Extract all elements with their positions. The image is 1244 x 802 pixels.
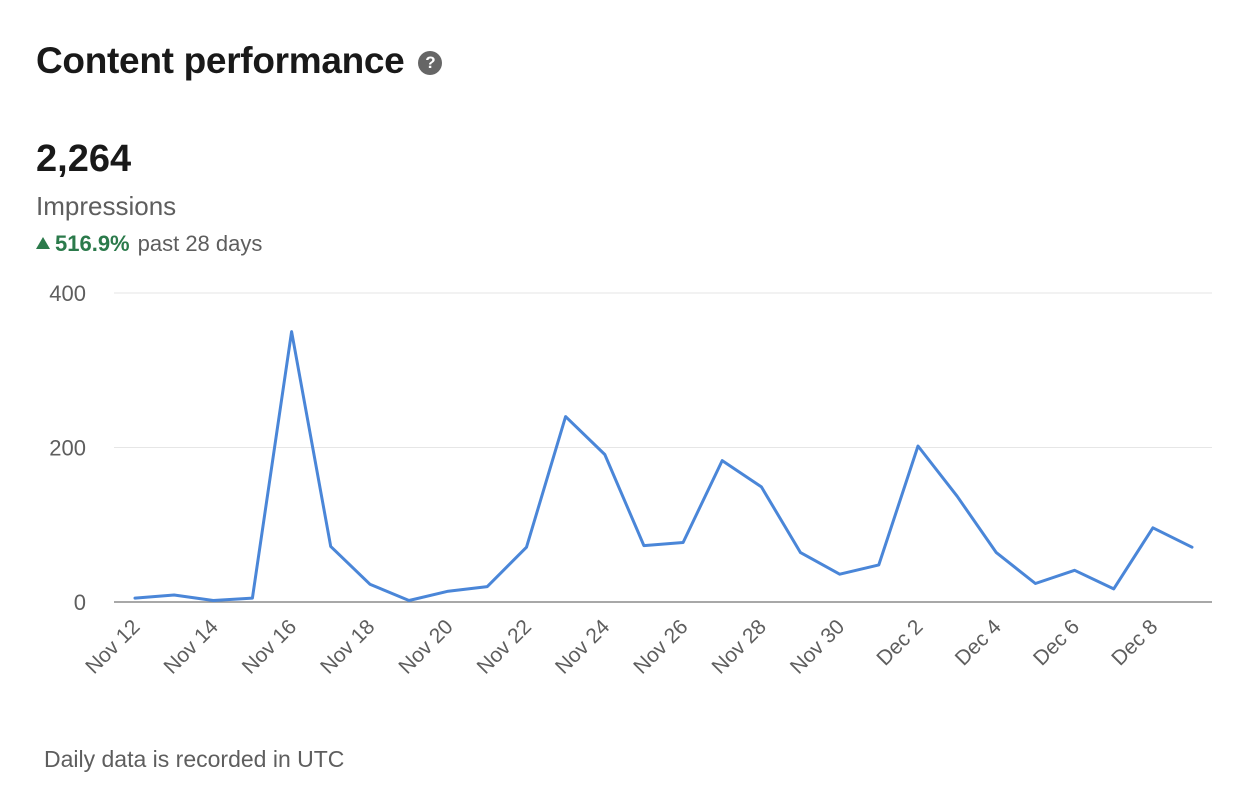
impressions-line-chart: 0 200 400 Nov 12 Nov 14 Nov 16 Nov 18 Nov 20 No… [49, 281, 1212, 679]
y-tick-label: 0 [74, 590, 86, 615]
x-tick-label: Nov 22 [473, 615, 536, 678]
x-tick-label: Dec 4 [951, 615, 1006, 670]
x-tick-label: Nov 12 [81, 615, 144, 678]
footer-note: Daily data is recorded in UTC [44, 746, 345, 772]
grid-lines [114, 292, 1212, 603]
x-tick-label: Dec 6 [1029, 615, 1084, 670]
series-line [133, 330, 1194, 602]
x-tick-label: Nov 18 [316, 615, 379, 678]
help-icon[interactable]: ? [418, 50, 443, 75]
change-value: 516.9% [55, 231, 130, 256]
impressions-label: Impressions [36, 191, 177, 221]
y-tick-label: 400 [49, 281, 86, 306]
x-axis-ticks: Nov 12 Nov 14 Nov 16 Nov 18 Nov 20 Nov 22 Nov … [81, 615, 1162, 679]
change-row: 516.9% past 28 days [36, 231, 262, 257]
x-tick-label: Nov 20 [394, 615, 457, 678]
x-tick-label: Dec 2 [872, 615, 927, 670]
impressions-value: 2,264 [36, 138, 132, 180]
triangle-up-icon [36, 237, 50, 249]
page-title: Content performance [36, 40, 405, 81]
x-tick-label: Nov 16 [238, 615, 301, 678]
x-tick-label: Nov 14 [160, 615, 224, 679]
x-tick-label: Dec 8 [1107, 615, 1162, 670]
y-tick-label: 200 [49, 436, 86, 461]
chart-header: Content performance ? [36, 40, 443, 82]
y-axis-ticks: 0 200 400 [49, 281, 86, 615]
x-tick-label: Nov 26 [629, 615, 692, 678]
x-tick-label: Nov 30 [786, 615, 849, 678]
change-period: past 28 days [137, 231, 263, 256]
series-line-group [133, 330, 1194, 602]
x-tick-label: Nov 28 [708, 615, 771, 678]
x-tick-label: Nov 24 [551, 615, 615, 679]
